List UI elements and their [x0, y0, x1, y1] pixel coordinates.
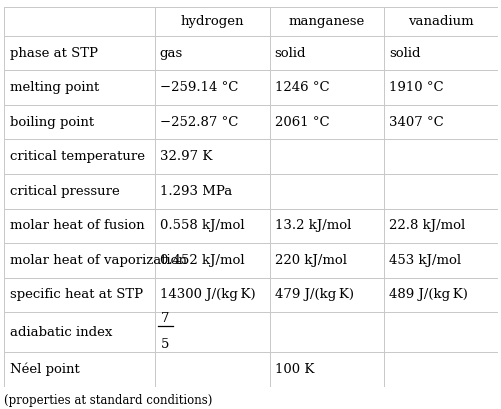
Text: −259.14 °C: −259.14 °C [159, 81, 237, 94]
Text: 220 kJ/mol: 220 kJ/mol [274, 254, 346, 267]
Text: 13.2 kJ/mol: 13.2 kJ/mol [274, 219, 350, 232]
Text: manganese: manganese [288, 15, 364, 28]
Text: 100 K: 100 K [274, 363, 314, 376]
Text: adiabatic index: adiabatic index [10, 326, 112, 339]
Text: molar heat of fusion: molar heat of fusion [10, 219, 144, 232]
Text: solid: solid [274, 47, 306, 60]
Text: 1.293 MPa: 1.293 MPa [159, 185, 231, 198]
Text: boiling point: boiling point [10, 116, 94, 129]
Text: 22.8 kJ/mol: 22.8 kJ/mol [388, 219, 464, 232]
Text: 453 kJ/mol: 453 kJ/mol [388, 254, 460, 267]
Text: (properties at standard conditions): (properties at standard conditions) [4, 394, 212, 407]
Text: 5: 5 [161, 338, 169, 351]
Text: specific heat at STP: specific heat at STP [10, 288, 143, 301]
Text: critical temperature: critical temperature [10, 150, 145, 163]
Text: molar heat of vaporization: molar heat of vaporization [10, 254, 186, 267]
Text: solid: solid [388, 47, 419, 60]
Text: −252.87 °C: −252.87 °C [159, 116, 237, 129]
Text: 0.452 kJ/mol: 0.452 kJ/mol [159, 254, 244, 267]
Text: melting point: melting point [10, 81, 99, 94]
Text: vanadium: vanadium [407, 15, 473, 28]
Text: 3407 °C: 3407 °C [388, 116, 443, 129]
Text: phase at STP: phase at STP [10, 47, 98, 60]
Text: 489 J/(kg K): 489 J/(kg K) [388, 288, 467, 301]
Text: 14300 J/(kg K): 14300 J/(kg K) [159, 288, 255, 301]
Text: 32.97 K: 32.97 K [159, 150, 211, 163]
Text: Néel point: Néel point [10, 362, 80, 376]
Text: 7: 7 [161, 312, 169, 325]
Text: 1246 °C: 1246 °C [274, 81, 329, 94]
Text: critical pressure: critical pressure [10, 185, 119, 198]
Text: 1910 °C: 1910 °C [388, 81, 442, 94]
Text: 479 J/(kg K): 479 J/(kg K) [274, 288, 353, 301]
Text: gas: gas [159, 47, 182, 60]
Text: 0.558 kJ/mol: 0.558 kJ/mol [159, 219, 244, 232]
Text: 2061 °C: 2061 °C [274, 116, 329, 129]
Text: hydrogen: hydrogen [180, 15, 243, 28]
